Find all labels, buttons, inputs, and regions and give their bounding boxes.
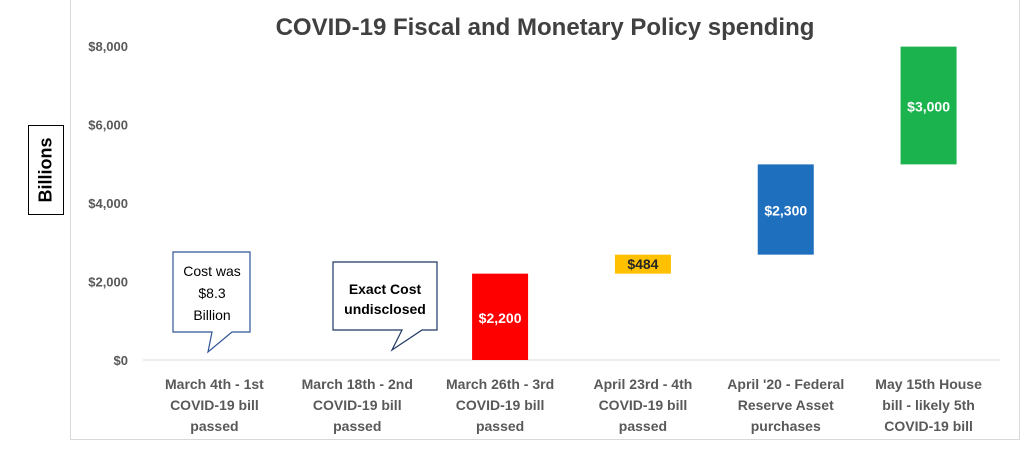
chart-frame	[70, 0, 1020, 440]
category-label: COVID-19 bill	[313, 397, 402, 413]
y-axis-ticks: $0 $2,000 $4,000 $6,000 $8,000	[88, 39, 128, 368]
callout-bubble-1	[172, 251, 251, 354]
category-label: COVID-19 bill	[884, 418, 973, 434]
category-label: passed	[333, 418, 381, 434]
y-tick-label: $6,000	[88, 118, 128, 133]
category-label: passed	[190, 418, 238, 434]
category-label: April '20 - Federal	[727, 376, 844, 392]
category-label: March 4th - 1st	[165, 376, 264, 392]
bar-value-label: $3,000	[907, 99, 950, 115]
category-label: March 18th - 2nd	[302, 376, 413, 392]
category-label: passed	[619, 418, 667, 434]
bar-value-label: $484	[627, 256, 658, 272]
callout-bubble-2	[332, 261, 438, 352]
category-label: COVID-19 bill	[599, 397, 688, 413]
category-label: COVID-19 bill	[456, 397, 545, 413]
y-tick-label: $2,000	[88, 275, 128, 290]
callout-2-text: Exact Cost	[349, 281, 422, 297]
y-tick-label: $8,000	[88, 39, 128, 54]
y-axis-label-box: Billions	[28, 125, 64, 215]
bar	[900, 46, 957, 165]
callout-1-text: Cost was	[183, 263, 241, 279]
bar-value-label: $2,200	[479, 310, 522, 326]
category-label: purchases	[751, 418, 821, 434]
y-tick-label: $0	[114, 353, 128, 368]
category-label: March 26th - 3rd	[446, 376, 554, 392]
category-label: Reserve Asset	[738, 397, 834, 413]
chart-title: COVID-19 Fiscal and Monetary Policy spen…	[276, 14, 815, 41]
category-label: passed	[476, 418, 524, 434]
y-tick-label: $4,000	[88, 196, 128, 211]
category-label: COVID-19 bill	[170, 397, 259, 413]
callouts: Cost was $8.3 Billion Exact Cost undisclosed	[172, 251, 438, 354]
bar-value-label: $2,300	[764, 203, 807, 219]
callout-1-text: $8.3	[198, 285, 225, 301]
category-label: April 23rd - 4th	[594, 376, 693, 392]
category-labels: March 4th - 1st COVID-19 bill passed March …	[165, 376, 982, 434]
callout-2-text: undisclosed	[344, 301, 426, 317]
callout-1-text: Billion	[193, 307, 230, 323]
category-label: May 15th House	[875, 376, 982, 392]
bar	[614, 254, 671, 274]
bar	[472, 273, 529, 360]
bars: $2,200 $484 $2,300 $3,000	[472, 46, 957, 360]
category-label: bill - likely 5th	[882, 397, 975, 413]
bar	[757, 164, 814, 255]
